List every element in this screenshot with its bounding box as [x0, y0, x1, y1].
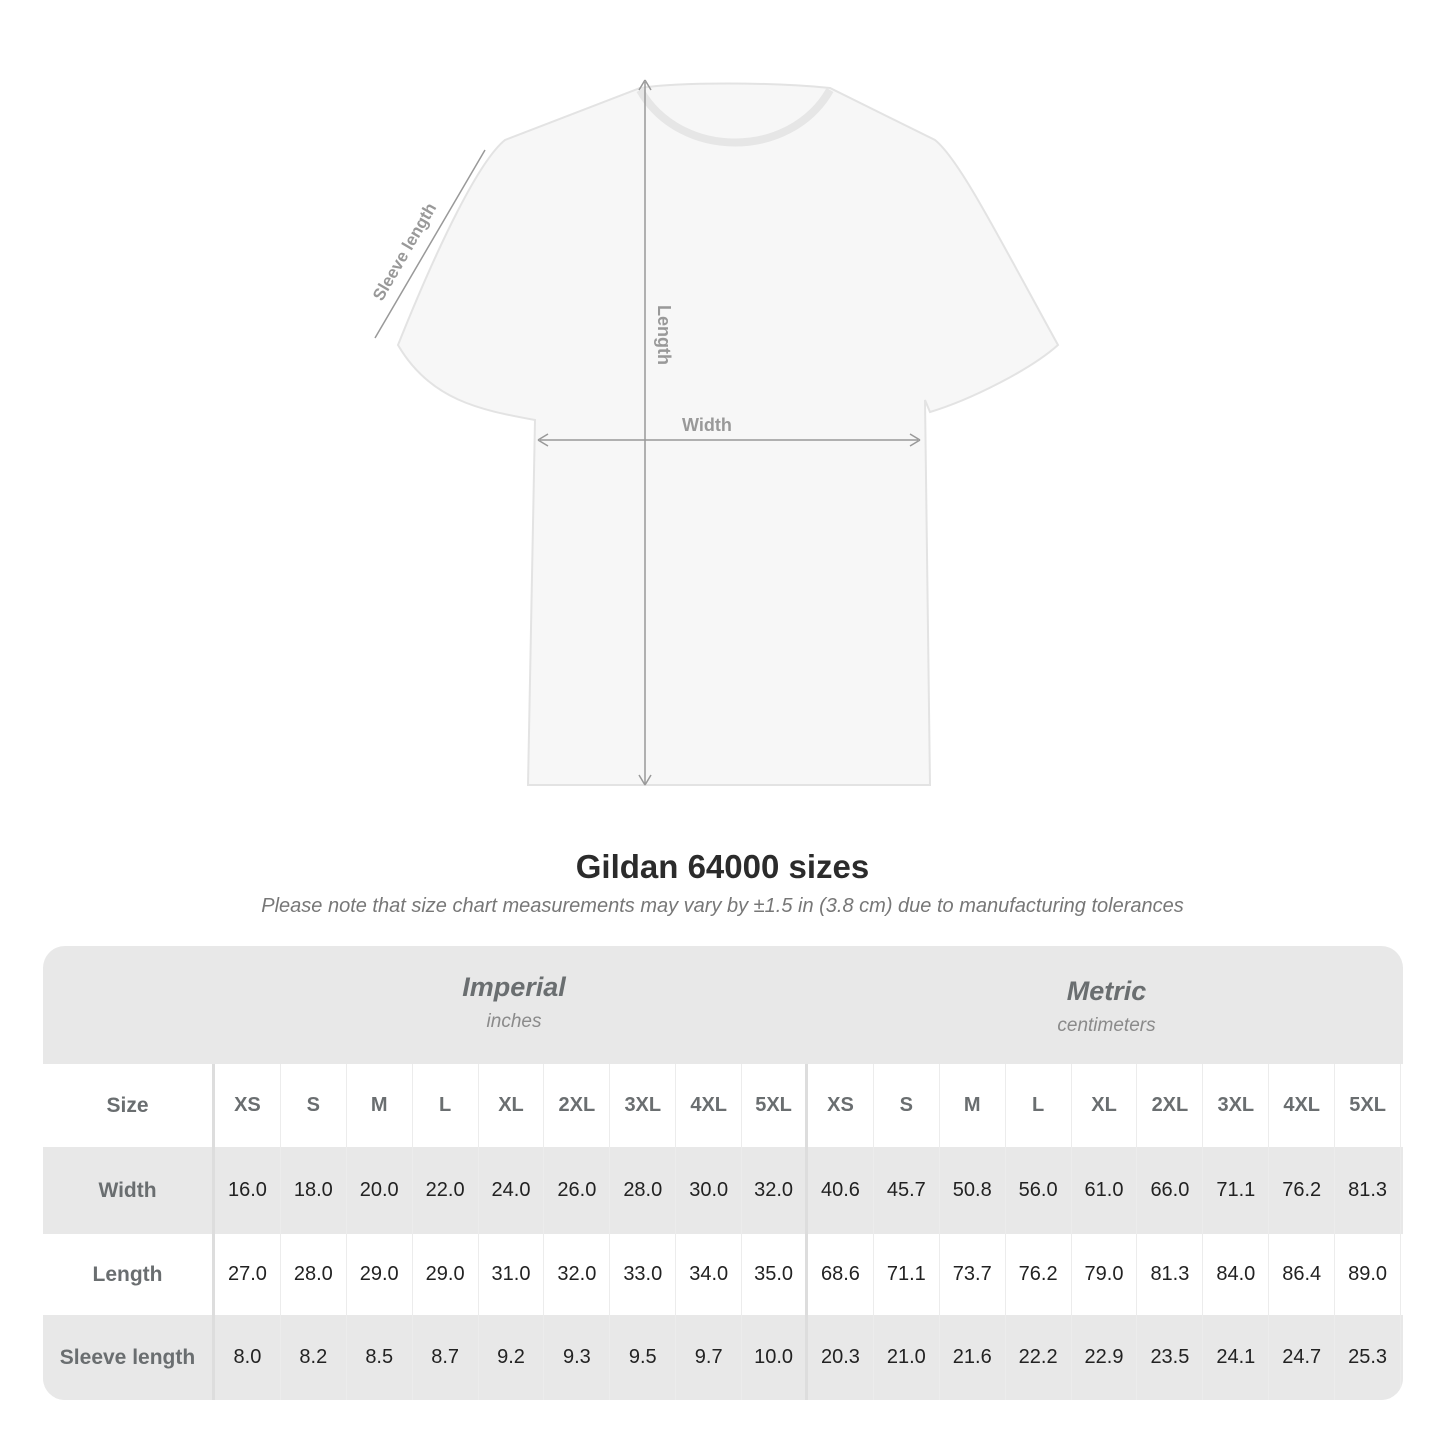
imperial-label: Imperial — [462, 972, 566, 1002]
table-cell: 24.1 — [1203, 1315, 1270, 1400]
table-cell: 32.0 — [742, 1147, 809, 1234]
table-cell: 45.7 — [874, 1147, 940, 1234]
table-cell: 22.2 — [1006, 1315, 1072, 1400]
table-cell: 22.9 — [1072, 1315, 1138, 1400]
table-cell: 35.0 — [742, 1234, 809, 1315]
length-label: Length — [654, 305, 674, 365]
table-cell: 61.0 — [1072, 1147, 1138, 1234]
size-header-cell: 3XL — [610, 1064, 677, 1147]
table-row-sleeve-length: Sleeve length 8.0 8.2 8.5 8.7 9.2 9.3 9.5 9.7 10.… — [43, 1315, 1403, 1400]
table-cell: 9.3 — [544, 1315, 611, 1400]
table-cell: 8.7 — [413, 1315, 479, 1400]
table-cell: 21.0 — [874, 1315, 940, 1400]
size-header-cell: M — [940, 1064, 1006, 1147]
row-label: Sleeve length — [43, 1315, 215, 1400]
table-cell: 56.0 — [1006, 1147, 1072, 1234]
table-cell: 73.7 — [940, 1234, 1006, 1315]
tolerance-note: Please note that size chart measurements… — [261, 895, 1184, 917]
table-cell: 25.3 — [1335, 1315, 1402, 1400]
size-header-cell: XL — [1072, 1064, 1138, 1147]
size-header-cell: XS — [215, 1064, 281, 1147]
table-cell: 76.2 — [1006, 1234, 1072, 1315]
metric-unit: centimeters — [1057, 1015, 1156, 1036]
table-cell: 8.2 — [281, 1315, 347, 1400]
size-header-cell: 4XL — [1269, 1064, 1336, 1147]
size-header-cell: S — [874, 1064, 940, 1147]
table-cell: 9.2 — [479, 1315, 545, 1400]
metric-label: Metric — [1066, 976, 1147, 1006]
size-header-cell: L — [413, 1064, 479, 1147]
tshirt-diagram: Sleeve length Length Width — [369, 79, 1060, 786]
table-cell: 8.0 — [215, 1315, 281, 1400]
table-cell: 27.0 — [215, 1234, 281, 1315]
table-cell: 28.0 — [610, 1147, 677, 1234]
table-cell: 86.4 — [1269, 1234, 1336, 1315]
page-title: Gildan 64000 sizes — [575, 848, 870, 885]
size-header-cell: S — [281, 1064, 347, 1147]
table-cell: 21.6 — [940, 1315, 1006, 1400]
table-cell: 8.5 — [347, 1315, 413, 1400]
imperial-header: Imperial inches — [217, 946, 811, 1064]
table-cell: 24.7 — [1269, 1315, 1336, 1400]
row-label: Width — [43, 1147, 215, 1234]
table-cell: 22.0 — [413, 1147, 479, 1234]
size-header-cell: 2XL — [1137, 1064, 1204, 1147]
table-cell: 24.0 — [479, 1147, 545, 1234]
table-cell: 81.3 — [1335, 1147, 1402, 1234]
table-cell: 33.0 — [610, 1234, 677, 1315]
table-cell: 9.7 — [676, 1315, 743, 1400]
table-cell: 23.5 — [1137, 1315, 1204, 1400]
table-cell: 16.0 — [215, 1147, 281, 1234]
size-header-label: Size — [43, 1064, 215, 1147]
size-header-cell: L — [1006, 1064, 1072, 1147]
table-cell: 76.2 — [1269, 1147, 1336, 1234]
table-cell: 29.0 — [347, 1234, 413, 1315]
table-cell: 79.0 — [1072, 1234, 1138, 1315]
size-header-cell: 4XL — [676, 1064, 743, 1147]
size-table: Imperial inches Metric centimeters Size … — [43, 946, 1403, 1400]
table-cell: 40.6 — [808, 1147, 874, 1234]
table-cell: 29.0 — [413, 1234, 479, 1315]
table-cell: 89.0 — [1335, 1234, 1402, 1315]
size-header-cell: M — [347, 1064, 413, 1147]
table-cell: 20.0 — [347, 1147, 413, 1234]
size-header-cell: 3XL — [1203, 1064, 1270, 1147]
sleeve-arrow — [374, 149, 486, 339]
table-cell: 66.0 — [1137, 1147, 1204, 1234]
table-cell: 50.8 — [940, 1147, 1006, 1234]
table-cell: 18.0 — [281, 1147, 347, 1234]
table-cell: 71.1 — [1203, 1147, 1270, 1234]
size-header-cell: 5XL — [1335, 1064, 1402, 1147]
table-cell: 30.0 — [676, 1147, 743, 1234]
table-cell: 68.6 — [808, 1234, 874, 1315]
size-header-row: Size XS S M L XL 2XL 3XL 4XL 5XL XS S M L XL 2XL 3XL 4XL… — [43, 1064, 1403, 1147]
table-cell: 9.5 — [610, 1315, 677, 1400]
table-cell: 26.0 — [544, 1147, 611, 1234]
table-cell: 20.3 — [808, 1315, 874, 1400]
table-cell: 31.0 — [479, 1234, 545, 1315]
size-header-cell: 2XL — [544, 1064, 611, 1147]
table-row-length: Length 27.0 28.0 29.0 29.0 31.0 32.0 33.0 34.0 35… — [43, 1234, 1403, 1315]
table-cell: 81.3 — [1137, 1234, 1204, 1315]
metric-header: Metric centimeters — [810, 946, 1403, 1064]
table-cell: 32.0 — [544, 1234, 611, 1315]
table-cell: 10.0 — [742, 1315, 809, 1400]
imperial-unit: inches — [486, 1011, 542, 1032]
table-cell: 28.0 — [281, 1234, 347, 1315]
width-label: Width — [682, 415, 732, 435]
table-cell: 84.0 — [1203, 1234, 1270, 1315]
table-cell: 71.1 — [874, 1234, 940, 1315]
table-cell: 34.0 — [676, 1234, 743, 1315]
table-row-width: Width 16.0 18.0 20.0 22.0 24.0 26.0 28.0 30.0 32.… — [43, 1147, 1403, 1234]
size-header-cell: XS — [808, 1064, 874, 1147]
tshirt-illustration — [396, 82, 1060, 786]
row-label: Length — [43, 1234, 215, 1315]
size-header-cell: XL — [479, 1064, 545, 1147]
size-header-cell: 5XL — [742, 1064, 809, 1147]
